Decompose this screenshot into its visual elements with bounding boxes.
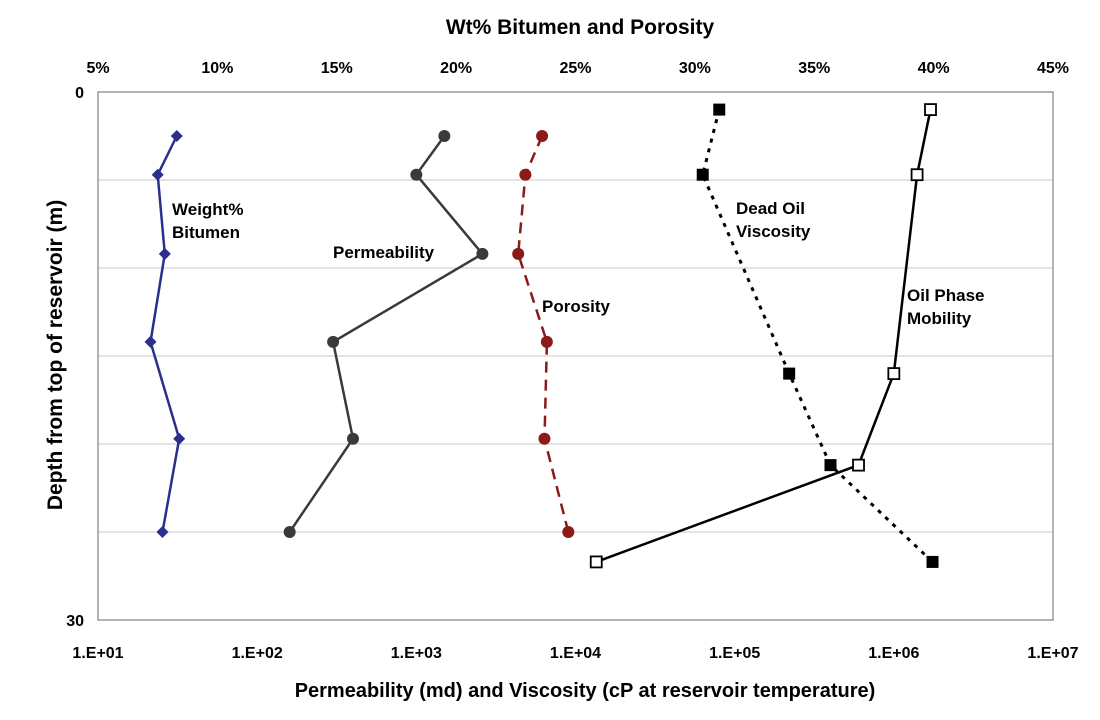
- data-point: [173, 432, 186, 445]
- bottom-tick-label: 1.E+06: [868, 645, 919, 662]
- top-tick-label: 35%: [798, 60, 830, 77]
- top-tick-label: 20%: [440, 60, 472, 77]
- data-point: [519, 168, 532, 181]
- bottom-tick-label: 1.E+03: [391, 645, 442, 662]
- series-permeability: [283, 130, 489, 538]
- data-point: [824, 459, 837, 472]
- plot-frame: [97, 91, 1054, 621]
- data-point: [852, 458, 865, 472]
- data-point: [410, 168, 423, 181]
- series-label: Porosity: [542, 297, 611, 316]
- series-line: [701, 109, 934, 563]
- series-label-line: Viscosity: [736, 222, 811, 241]
- data-point: [713, 103, 726, 116]
- data-point: [887, 367, 901, 381]
- data-point: [156, 526, 169, 538]
- data-point: [512, 247, 525, 260]
- top-tick-label: 45%: [1037, 60, 1069, 77]
- series-labels: Weight% Bitumen Permeability Porosity Dead O…: [172, 199, 984, 328]
- bottom-tick-label: 1.E+02: [232, 645, 283, 662]
- top-tick-label: 30%: [679, 60, 711, 77]
- y-axis-label: Depth from top of reservoir (m): [44, 200, 67, 510]
- series-porosity: [512, 130, 575, 538]
- series-dead-oil-viscosity: [696, 103, 939, 568]
- data-point: [562, 526, 575, 538]
- series-line: [288, 135, 485, 533]
- data-point: [158, 247, 171, 260]
- data-point: [926, 555, 939, 568]
- series-label: Permeability: [333, 243, 435, 262]
- top-tick-label: 40%: [918, 60, 950, 77]
- bottom-tick-label: 1.E+01: [72, 645, 123, 662]
- bottom-tick-label: 1.E+04: [550, 645, 601, 662]
- series-label-line: Oil Phase: [907, 286, 984, 305]
- top-axis-tick-labels: 5% 10% 15% 20% 25% 30% 35% 40% 45%: [86, 60, 1069, 77]
- data-point: [283, 526, 296, 538]
- data-point: [151, 168, 164, 181]
- series-label-line: Dead Oil: [736, 199, 805, 218]
- data-point: [540, 335, 553, 348]
- top-tick-label: 5%: [86, 60, 109, 77]
- series-line: [595, 109, 932, 564]
- y-tick-label: 0: [75, 85, 84, 102]
- data-point: [783, 367, 796, 380]
- data-point: [476, 247, 489, 260]
- series-label-line: Weight%: [172, 200, 243, 219]
- series-label-line: Bitumen: [172, 223, 240, 242]
- series-label: Dead Oil Viscosity: [736, 199, 811, 241]
- data-point: [536, 130, 549, 142]
- data-point: [924, 103, 937, 116]
- data-point: [438, 130, 451, 142]
- series-line: [516, 135, 570, 533]
- series-oil-phase-mobility: [589, 103, 937, 569]
- data-point: [327, 335, 340, 348]
- top-tick-label: 25%: [559, 60, 591, 77]
- bottom-axis-tick-labels: 1.E+01 1.E+02 1.E+03 1.E+04 1.E+05 1.E+06 1.E+…: [72, 645, 1078, 662]
- y-tick-label: 30: [66, 613, 84, 630]
- series-label: Weight% Bitumen: [172, 200, 243, 242]
- data-point: [696, 168, 709, 181]
- top-tick-label: 15%: [321, 60, 353, 77]
- series-layer: [144, 103, 939, 569]
- data-point: [170, 130, 183, 142]
- series-line: [149, 135, 181, 533]
- data-point: [538, 432, 551, 445]
- bottom-tick-label: 1.E+05: [709, 645, 760, 662]
- series-label-line: Permeability: [333, 243, 435, 262]
- data-point: [910, 168, 924, 182]
- top-tick-label: 10%: [201, 60, 233, 77]
- series-weight-bitumen: [144, 130, 186, 538]
- data-point: [346, 432, 359, 445]
- x-axis-label: Permeability (md) and Viscosity (cP at r…: [295, 680, 876, 702]
- series-label-line: Mobility: [907, 309, 972, 328]
- data-point: [589, 555, 603, 569]
- data-point: [144, 335, 157, 348]
- bottom-tick-label: 1.E+07: [1027, 645, 1078, 662]
- chart-title: Wt% Bitumen and Porosity: [446, 16, 715, 39]
- series-label: Oil Phase Mobility: [907, 286, 984, 328]
- gridlines: [98, 179, 1053, 533]
- series-label-line: Porosity: [542, 297, 611, 316]
- y-axis-tick-labels: 0 30: [66, 85, 84, 630]
